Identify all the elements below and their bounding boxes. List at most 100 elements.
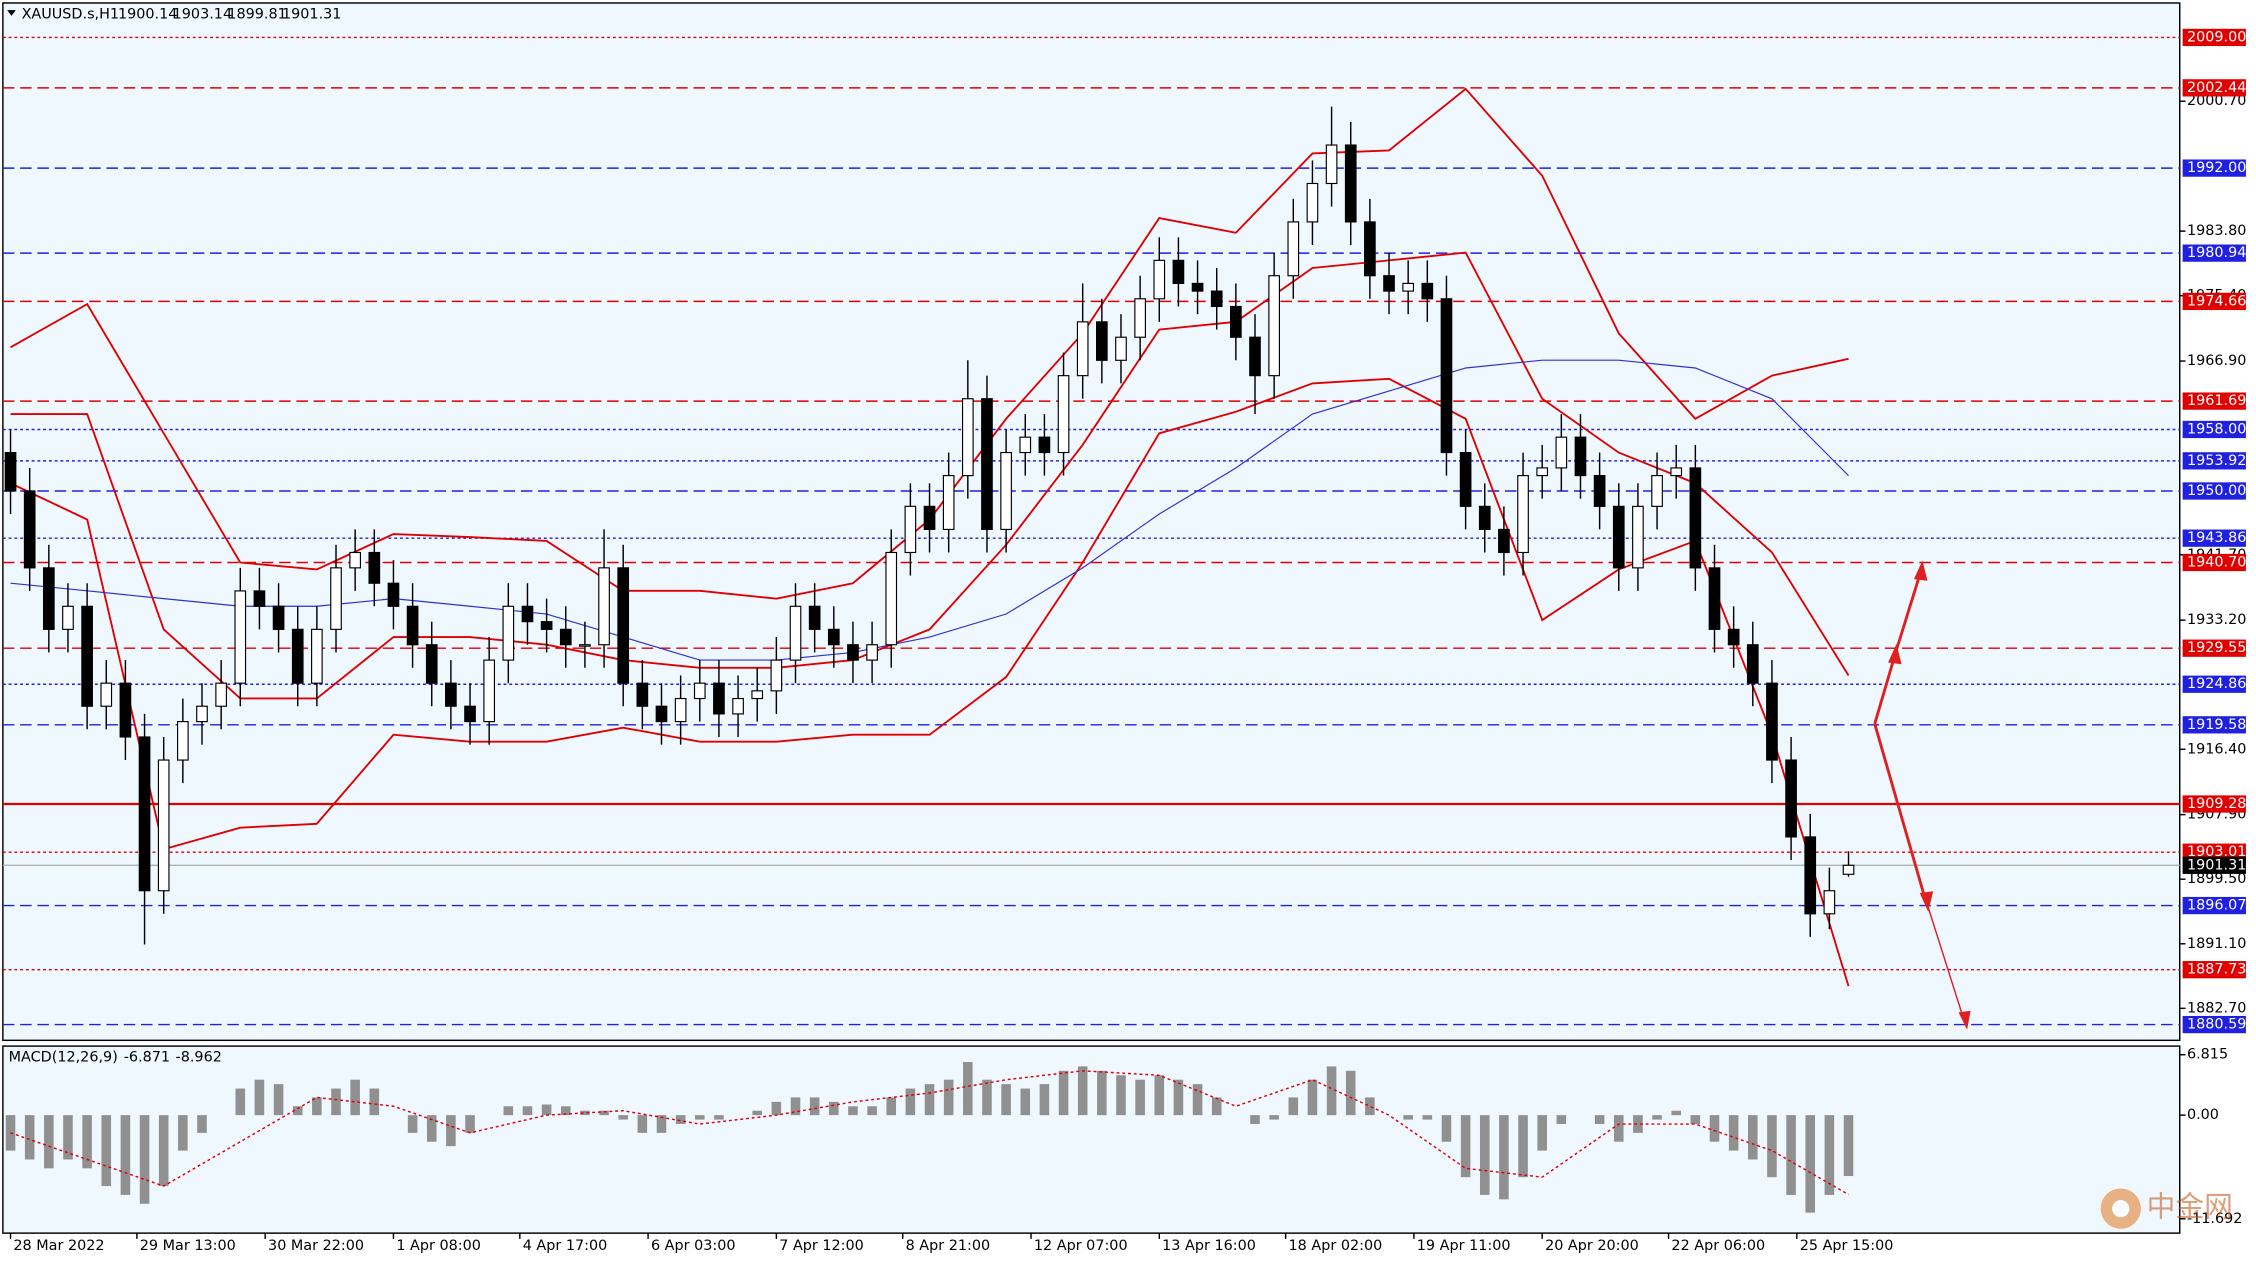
candle-body [559, 628, 572, 646]
candle-body [770, 659, 783, 692]
candle-body [406, 605, 419, 646]
macd-bar [1250, 1115, 1260, 1125]
macd-bar [407, 1115, 418, 1133]
candle-body [1096, 321, 1108, 361]
macd-bar [694, 1115, 705, 1120]
candle-body [1038, 436, 1051, 454]
arrow-head [1919, 891, 1934, 912]
macd-bar [1709, 1115, 1720, 1142]
macd-bar [1537, 1115, 1547, 1151]
candle-body [847, 644, 859, 661]
close: 1901.31 [282, 6, 341, 22]
candle-body [1766, 682, 1778, 761]
level-label: 1896.07 [2187, 898, 2246, 914]
level-label-box [2182, 529, 2246, 547]
level-label-box [2182, 716, 2246, 734]
level-label: 1919.58 [2187, 717, 2246, 733]
level-label: 1909.28 [2187, 796, 2246, 812]
macd-bar [599, 1110, 609, 1116]
macd-bar [1211, 1097, 1222, 1116]
bollinger-lower [10, 377, 1850, 987]
price-panel [2, 2, 2181, 1042]
macd-bar [924, 1084, 935, 1116]
candle-body [1325, 144, 1338, 185]
candle-body [598, 567, 610, 646]
level-label-box [2182, 795, 2246, 813]
candle-body [157, 759, 170, 892]
level-label-box [2182, 79, 2246, 97]
moving-average [10, 359, 1849, 661]
candle-body [119, 682, 132, 738]
x-tick-label: 22 Apr 06:00 [1671, 1238, 1765, 1254]
candle-body [196, 705, 208, 723]
candle-body [215, 682, 227, 707]
candle-body [713, 682, 725, 715]
x-tick-label: 18 Apr 02:00 [1289, 1238, 1383, 1254]
forecast-arrows [1873, 560, 1971, 1030]
candle-body [62, 605, 74, 630]
candle-body [693, 682, 706, 700]
level-label: 2009.00 [2187, 29, 2246, 45]
axes: 2000.701983.801975.401966.901941.701933.… [9, 28, 2246, 1254]
macd-bar [1613, 1115, 1624, 1142]
macd-bar [1288, 1097, 1299, 1116]
candle-body [1823, 890, 1836, 915]
price-label: 1901.31 [2187, 857, 2246, 873]
macd-bar [1097, 1070, 1107, 1116]
candle-body [1057, 375, 1070, 454]
candle-body [1230, 305, 1242, 338]
candle-body [1574, 436, 1587, 477]
candle-body [1746, 644, 1759, 684]
candle-body [42, 567, 55, 630]
candle-body [253, 590, 266, 607]
candle-body [1364, 221, 1376, 277]
macd-bar [1805, 1115, 1816, 1213]
macd-bar [867, 1106, 877, 1116]
candle-body [177, 721, 189, 761]
level-label-box [2182, 244, 2246, 262]
candle-body [1632, 505, 1644, 569]
candle-body [1268, 275, 1280, 377]
watermark: 中金网 [2100, 1188, 2233, 1229]
macd-bar [1345, 1070, 1356, 1116]
macd-panel [2, 1045, 2181, 1234]
macd-bar [1039, 1084, 1050, 1116]
level-label: 1953.92 [2187, 453, 2246, 469]
x-tick-label: 13 Apr 16:00 [1162, 1238, 1256, 1254]
header: XAUUSD.s,H1 1900.14 1903.14 1899.81 1901… [7, 6, 341, 1066]
candle-body [751, 690, 764, 700]
level-label: 1980.94 [2187, 245, 2246, 261]
y-tick-label: 2000.70 [2187, 93, 2246, 109]
macd-bar [541, 1104, 552, 1116]
macd-signal-value: -8.962 [176, 1050, 222, 1066]
candle-body [1478, 505, 1491, 530]
candle-body [1153, 259, 1166, 300]
y-tick-label: 1983.80 [2187, 223, 2246, 239]
candle-body [272, 605, 285, 630]
candle-body [1517, 475, 1529, 554]
candle-body [827, 628, 840, 646]
arrow [1894, 566, 1924, 651]
macd-bar [158, 1115, 169, 1187]
candle-body [1804, 836, 1817, 915]
level-label: 1943.86 [2187, 530, 2246, 546]
macd-bar [426, 1115, 437, 1142]
level-label: 1961.69 [2187, 393, 2246, 409]
macd-bar [522, 1106, 533, 1116]
candle-body [674, 697, 687, 723]
candle-body [579, 644, 591, 647]
macd-bar [235, 1088, 246, 1116]
level-label: 1950.00 [2187, 483, 2246, 499]
macd-bar [1690, 1115, 1701, 1125]
candle-body [1134, 298, 1146, 338]
level-label: 1887.73 [2187, 962, 2246, 978]
macd-bar [1460, 1115, 1471, 1178]
candle-body [1727, 628, 1740, 646]
macd-bar [560, 1106, 571, 1116]
macd-bar [1058, 1070, 1069, 1116]
x-tick-label: 12 Apr 07:00 [1034, 1238, 1128, 1254]
candle-body [1842, 864, 1855, 875]
arrow [1927, 906, 1967, 1025]
macd-bar [1173, 1079, 1184, 1116]
